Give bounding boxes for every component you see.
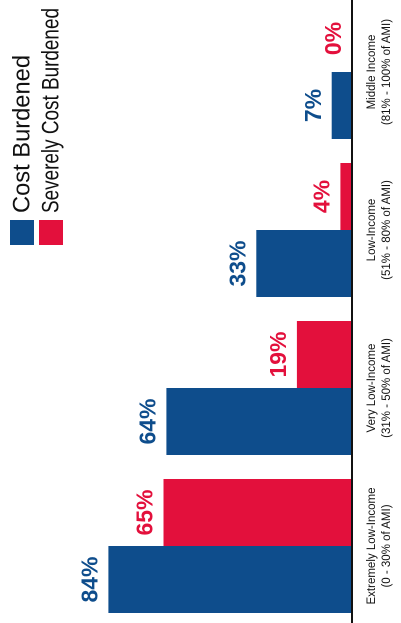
legend-label: Severely Cost Burdened — [37, 8, 64, 213]
value-label: 64% — [134, 398, 160, 444]
x-tick-label: Middle Income — [366, 35, 378, 110]
value-label: 19% — [265, 331, 291, 377]
legend-label: Cost Burdened — [8, 55, 35, 213]
bar — [163, 479, 352, 546]
x-tick-label: Very Low-Income — [366, 344, 378, 433]
bar — [331, 72, 353, 139]
bar — [340, 163, 352, 230]
legend-swatch — [39, 220, 63, 245]
bar — [166, 388, 352, 455]
value-label: 84% — [76, 556, 102, 602]
bar — [296, 321, 352, 388]
x-tick-label: (0 - 30% of AMI) — [381, 504, 393, 587]
x-tick-label: (31% - 50% of AMI) — [381, 338, 393, 438]
x-tick-label: (51% - 80% of AMI) — [381, 180, 393, 280]
rotated-frame: 84% 64% 33% 7% 65% 19% 4% 0% Extremely Low-Incom… — [8, 0, 393, 623]
value-label: 7% — [300, 89, 326, 122]
x-tick-label: Low-Income — [366, 199, 378, 262]
value-label: 4% — [308, 180, 334, 213]
x-tick-label: (81% - 100% of AMI) — [381, 19, 393, 125]
bar — [256, 230, 352, 297]
value-label: 33% — [224, 240, 250, 286]
legend-swatch — [10, 220, 34, 245]
value-label: 65% — [132, 489, 158, 535]
x-tick-label: Extremely Low-Income — [366, 488, 378, 605]
bar — [108, 546, 353, 613]
value-label: 0% — [320, 22, 346, 55]
